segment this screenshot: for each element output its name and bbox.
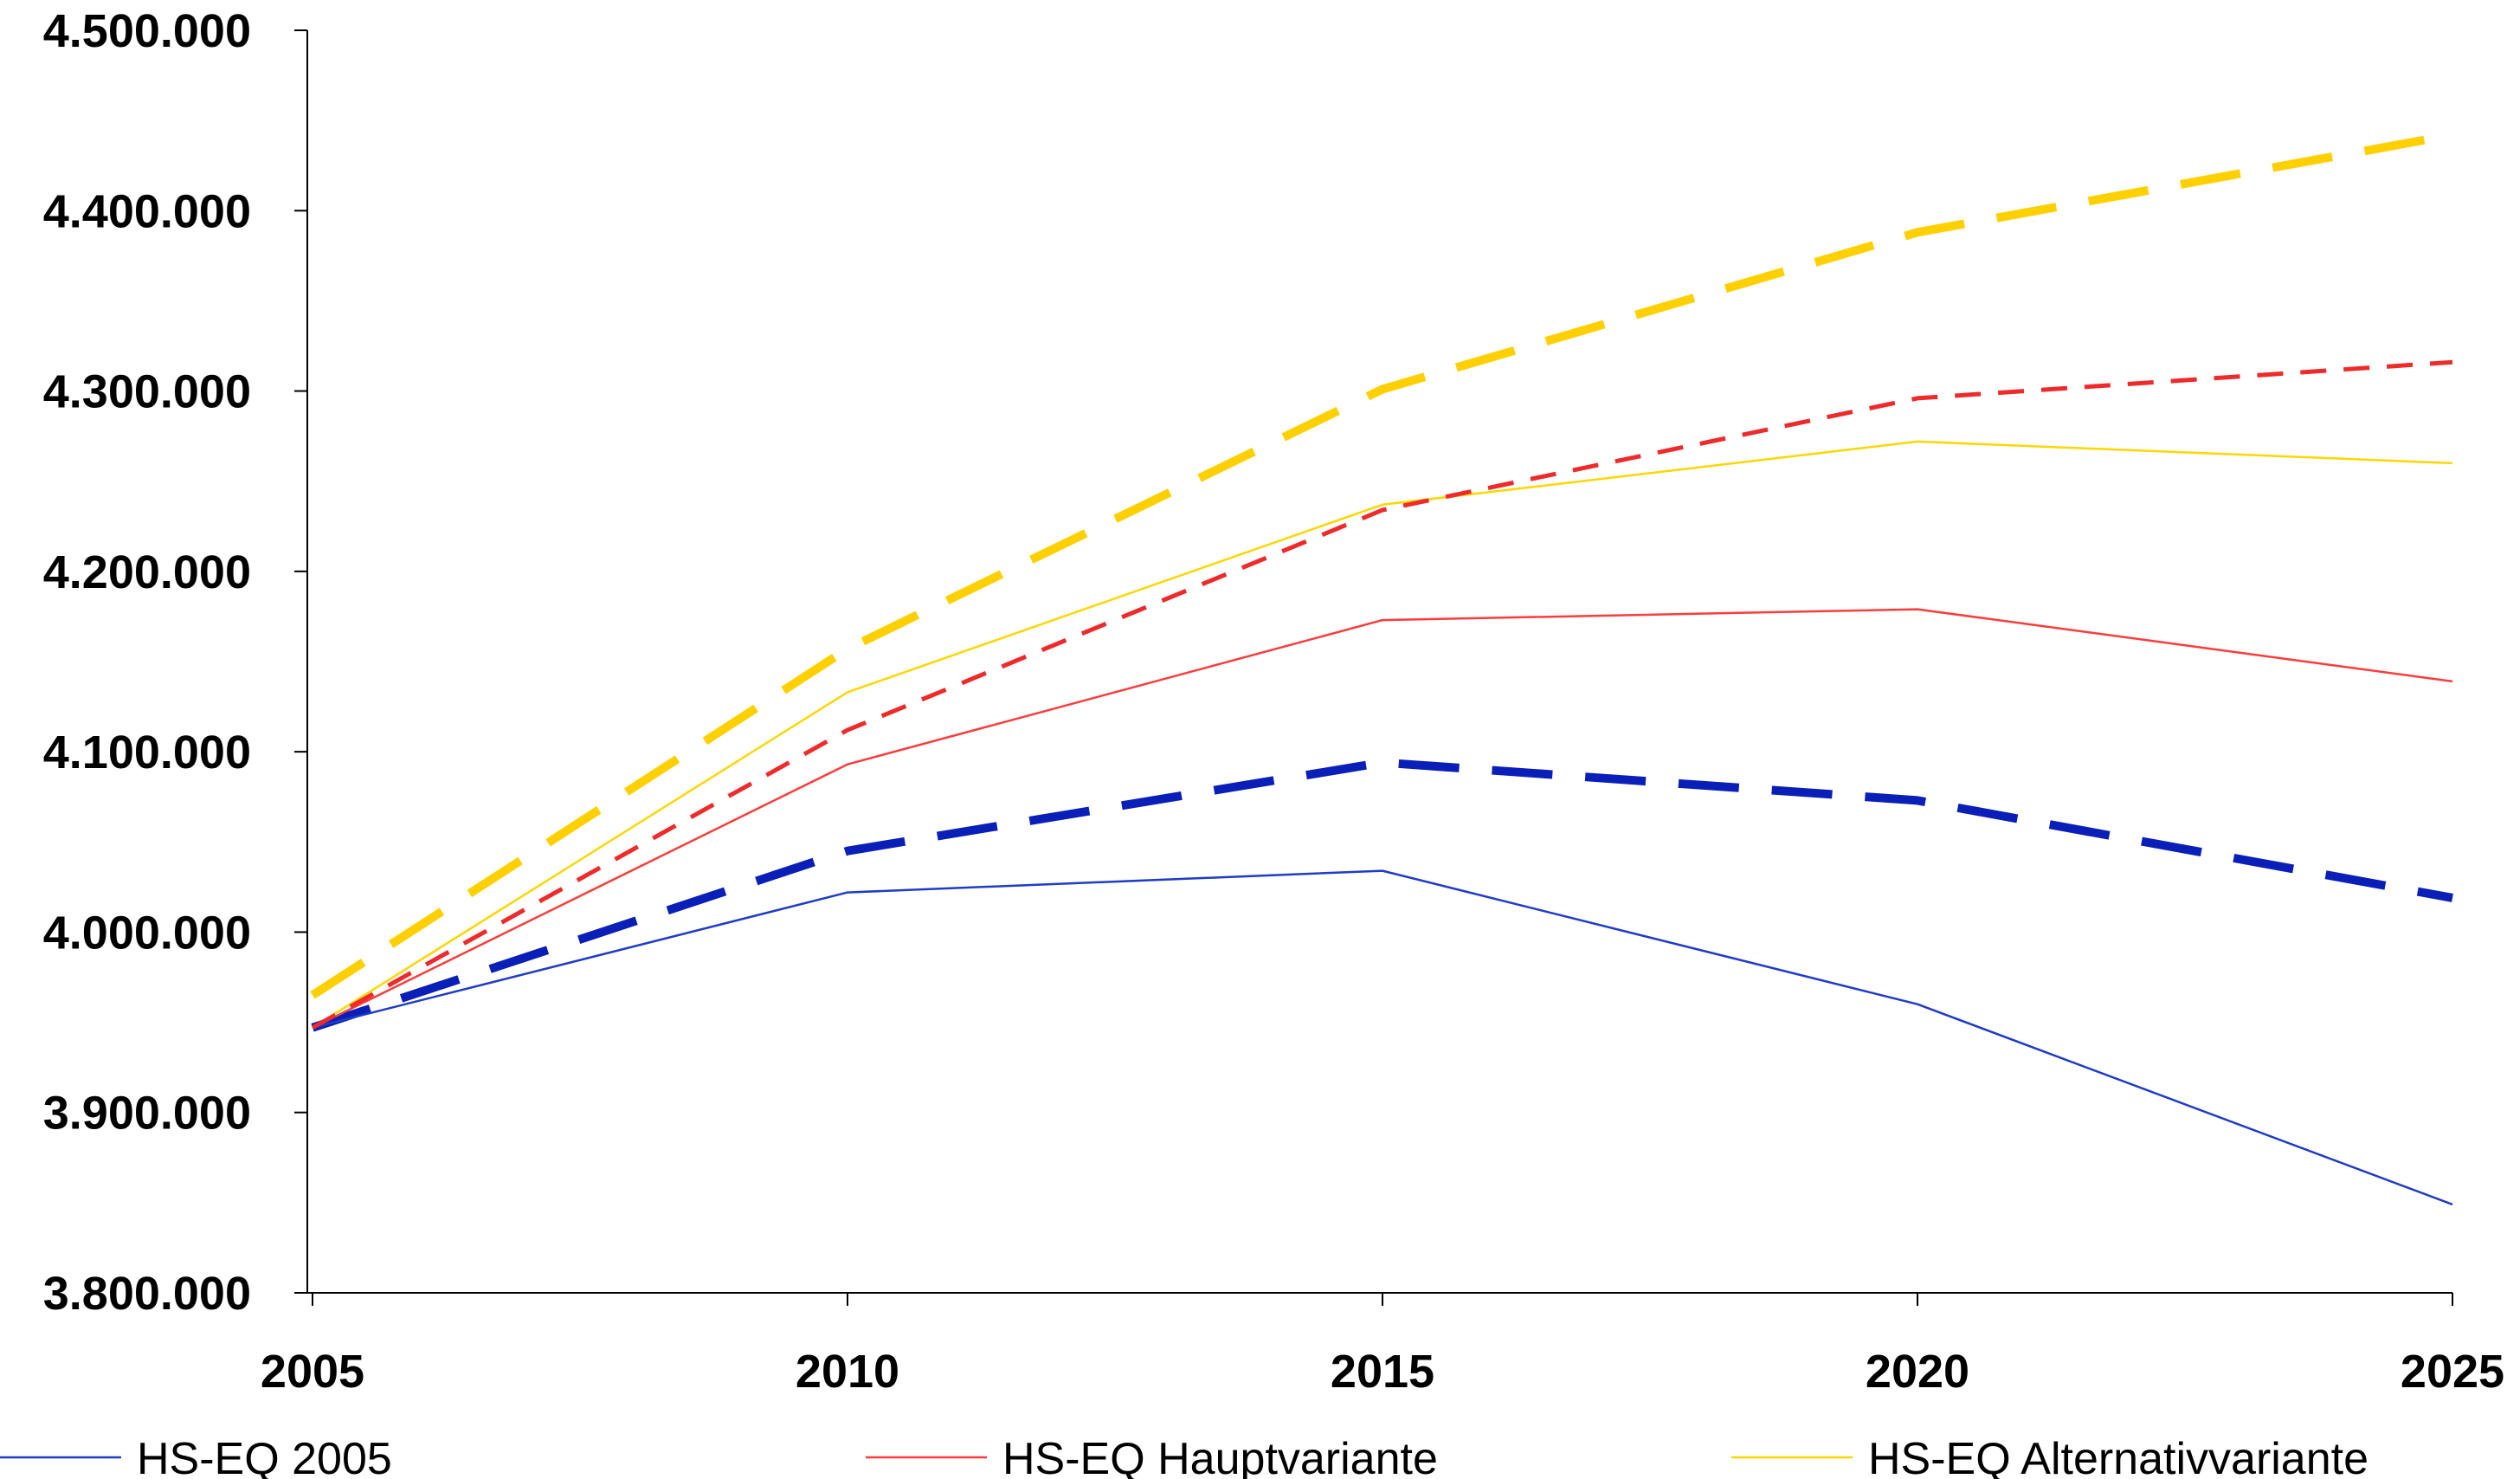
- legend-label: HS-EQ Hauptvariante: [1002, 1434, 1438, 1479]
- y-tick-label: 4.100.000: [43, 727, 251, 778]
- legend: HS-EQ 2005 HS-EQ Hauptvariante HS-EQ Alter…: [0, 1434, 2369, 1479]
- y-tick-label: 4.000.000: [43, 907, 251, 959]
- x-tick-label: 2010: [796, 1346, 899, 1398]
- y-tick-label: 4.400.000: [43, 185, 251, 237]
- y-tick-label: 3.800.000: [43, 1268, 251, 1320]
- series-line-0: [312, 869, 2453, 1206]
- series-line-4: [311, 359, 2453, 1030]
- chart-axes: [306, 30, 2452, 1294]
- y-tick-label: 4.300.000: [43, 366, 251, 418]
- legend-label: HS-EQ 2005: [137, 1434, 392, 1479]
- series-line-5: [310, 130, 2453, 999]
- y-tick-label: 4.500.000: [43, 5, 251, 57]
- x-tick-label: 2005: [261, 1346, 364, 1398]
- series-line-1: [312, 608, 2453, 1029]
- x-tick-label: 2015: [1331, 1346, 1434, 1398]
- y-axis-ticks: 3.800.000 3.900.000 4.000.000 4.100.000 4.20…: [43, 5, 307, 1320]
- series-line-2: [312, 440, 2453, 1029]
- y-tick-label: 4.200.000: [43, 546, 251, 598]
- series-lines: [310, 130, 2453, 1206]
- y-tick-label: 3.900.000: [43, 1088, 251, 1140]
- x-axis-ticks: 2005 2010 2015 2020 2025: [261, 1293, 2504, 1398]
- legend-label: HS-EQ Alternativvariante: [1868, 1434, 2369, 1479]
- x-tick-label: 2025: [2401, 1346, 2504, 1398]
- series-line-3: [311, 758, 2453, 1032]
- x-tick-label: 2020: [1866, 1346, 1969, 1398]
